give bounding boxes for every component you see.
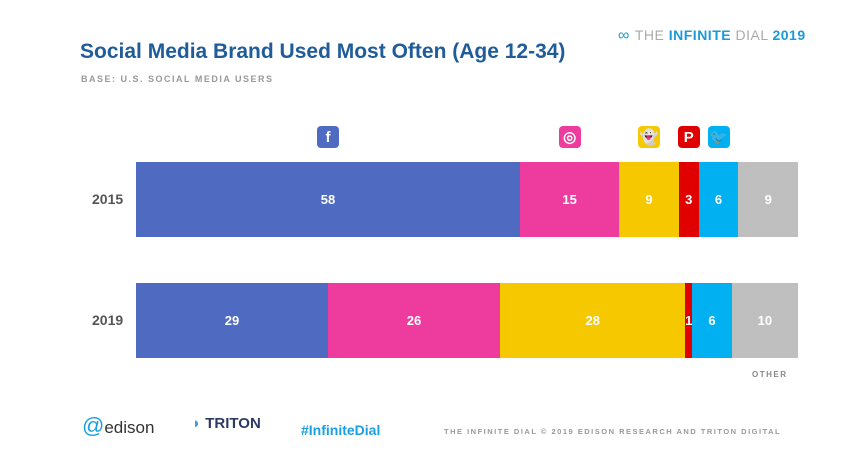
bar-segment-other: 10 (731, 283, 798, 358)
bar-segment-pinterest: 1 (685, 283, 692, 358)
chart-title: Social Media Brand Used Most Often (Age … (80, 40, 566, 63)
hashtag: #InfiniteDial (301, 422, 381, 438)
copyright: THE INFINITE DIAL © 2019 EDISON RESEARCH… (444, 427, 782, 436)
edison-research-logo: @edison (82, 413, 155, 438)
bar-segment-facebook: 58 (136, 162, 520, 237)
other-label: OTHER (752, 370, 788, 379)
bar-segment-snapchat: 28 (500, 283, 686, 358)
chart-subtitle: BASE: U.S. SOCIAL MEDIA USERS (81, 74, 274, 84)
pinterest-icon: P (677, 126, 700, 148)
instagram-icon: ◎ (558, 126, 581, 148)
bar-segment-facebook: 29 (136, 283, 328, 358)
bar-segment-snapchat: 9 (619, 162, 679, 237)
facebook-icon: f (316, 126, 339, 148)
infinite-dial-logo: ∞ THE INFINITE DIAL 2019 (618, 27, 806, 44)
bar-segment-twitter: 6 (692, 283, 732, 358)
triton-digital-logo: ◗ TRITON (192, 415, 261, 432)
bar-segment-twitter: 6 (698, 162, 739, 237)
snapchat-icon: 👻 (638, 126, 661, 148)
bar-segment-instagram: 26 (327, 283, 501, 358)
bar-segment-other: 9 (738, 162, 798, 237)
bar-segment-instagram: 15 (519, 162, 620, 237)
category-label: 2019 (92, 312, 124, 328)
category-label: 2015 (92, 191, 124, 207)
twitter-icon: 🐦 (707, 126, 730, 148)
bar-segment-pinterest: 3 (678, 162, 699, 237)
